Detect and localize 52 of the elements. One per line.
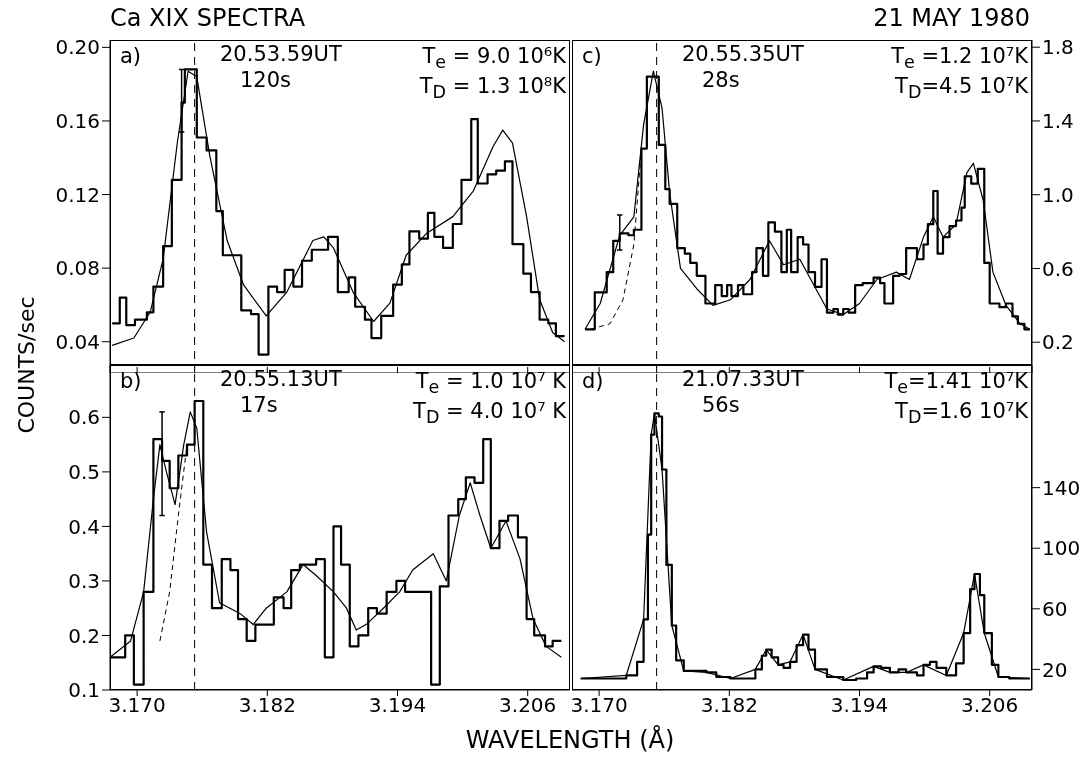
annotation: T$_{e}$ = 1.0 10⁷ K bbox=[415, 369, 566, 398]
annotation: T$_{D}$ = 4.0 10⁷ K bbox=[413, 399, 566, 428]
annotation: 20.55.35UT bbox=[682, 42, 804, 66]
y-tick-label: 1.0 bbox=[1042, 182, 1074, 207]
x-axis-title: WAVELENGTH (Å) bbox=[464, 726, 676, 754]
x-tick-label: 3.170 bbox=[108, 693, 166, 718]
y-tick-label: 60 bbox=[1042, 596, 1068, 621]
annotation: 20.53.59UT bbox=[220, 42, 342, 66]
annotation: c) bbox=[582, 44, 602, 68]
annotation: 17s bbox=[240, 393, 278, 417]
y-tick-label: 20 bbox=[1042, 657, 1068, 682]
y-tick-label: 0.6 bbox=[68, 405, 100, 430]
annotation: T$_{D}$=1.6 10⁷K bbox=[895, 399, 1028, 428]
y-tick-label: 0.16 bbox=[55, 109, 100, 134]
x-tick-label: 3.194 bbox=[368, 693, 427, 718]
y-tick-label: 0.20 bbox=[55, 35, 100, 60]
y-tick-label: 140 bbox=[1042, 475, 1081, 500]
annotation: b) bbox=[120, 369, 142, 393]
y-tick-label: 0.6 bbox=[1042, 256, 1074, 281]
chart-title: Ca XIX SPECTRA bbox=[110, 4, 306, 32]
y-tick-label: 1.8 bbox=[1042, 35, 1074, 60]
y-tick-label: 0.3 bbox=[68, 569, 100, 594]
y-tick-label: 0.1 bbox=[68, 678, 100, 703]
annotation: d) bbox=[582, 369, 604, 393]
x-tick-label: 3.206 bbox=[961, 693, 1019, 718]
x-tick-label: 3.182 bbox=[238, 693, 296, 718]
chart-title: 21 MAY 1980 bbox=[873, 4, 1030, 32]
y-tick-label: 0.2 bbox=[68, 623, 100, 648]
y-tick-label: 0.04 bbox=[55, 329, 100, 354]
x-tick-label: 3.194 bbox=[830, 693, 889, 718]
annotation: a) bbox=[120, 44, 142, 68]
x-tick-label: 3.182 bbox=[700, 693, 758, 718]
annotation: T$_{e}$ = 9.0 10⁶K bbox=[422, 44, 566, 73]
y-tick-label: 0.08 bbox=[55, 256, 100, 281]
y-axis-title: COUNTS/sec bbox=[13, 296, 39, 434]
annotation: T$_{D}$ = 1.3 10⁸K bbox=[419, 74, 566, 103]
annotation: 21.07.33UT bbox=[682, 367, 804, 391]
y-tick-label: 100 bbox=[1042, 536, 1081, 561]
y-tick-label: 1.4 bbox=[1042, 109, 1074, 134]
annotation: 28s bbox=[702, 68, 740, 92]
annotation: T$_{e}$ =1.2 10⁷K bbox=[891, 44, 1028, 73]
annotation: 20.55.13UT bbox=[220, 367, 342, 391]
y-tick-label: 0.12 bbox=[55, 182, 100, 207]
y-tick-label: 0.2 bbox=[1042, 330, 1074, 355]
x-tick-label: 3.206 bbox=[499, 693, 557, 718]
annotation: 120s bbox=[240, 68, 292, 92]
y-tick-label: 0.5 bbox=[68, 459, 100, 484]
annotation: T$_{e}$=1.41 10⁷K bbox=[884, 369, 1028, 398]
x-tick-label: 3.170 bbox=[570, 693, 628, 718]
annotation: 56s bbox=[702, 393, 740, 417]
annotation: T$_{D}$=4.5 10⁷K bbox=[895, 74, 1028, 103]
y-tick-label: 0.4 bbox=[68, 514, 100, 539]
